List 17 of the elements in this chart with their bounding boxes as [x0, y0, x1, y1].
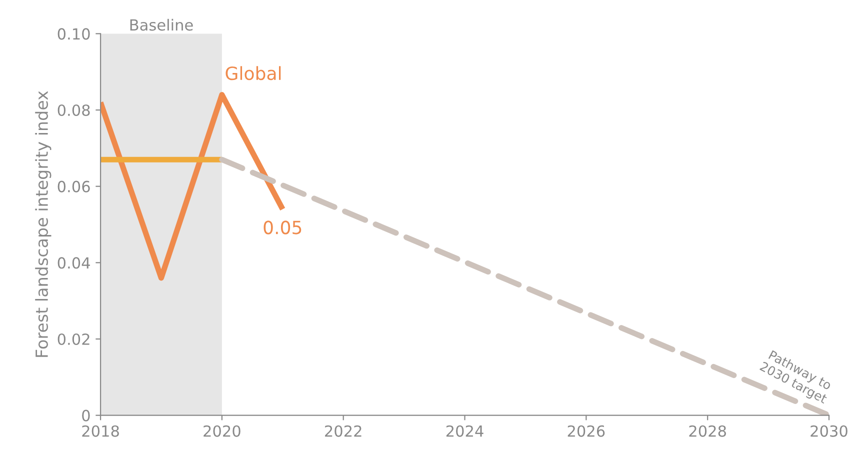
x-tick-label: 2026 [568, 425, 605, 437]
y-tick-label: 0.02 [58, 333, 90, 346]
series-label: Global [226, 66, 281, 80]
y-tick-label: 0.08 [58, 104, 90, 116]
data-label: 0.05 [264, 220, 302, 234]
x-tick-label: 2022 [325, 425, 362, 437]
x-tick-label: 2024 [446, 425, 484, 437]
y-tick-label: 0.06 [58, 180, 90, 192]
x-tick-label: 2030 [810, 425, 848, 437]
y-axis-title: Forest landscape integrity index [35, 91, 52, 357]
y-tick-label: 0.10 [58, 28, 90, 40]
y-tick-label: 0.04 [58, 257, 90, 269]
y-tick-label: 0 [82, 410, 90, 422]
x-tick-label: 2018 [82, 425, 119, 437]
x-tick-label: 2020 [204, 425, 240, 437]
band-label: Baseline [130, 18, 193, 31]
x-tick-label: 2028 [689, 425, 726, 437]
